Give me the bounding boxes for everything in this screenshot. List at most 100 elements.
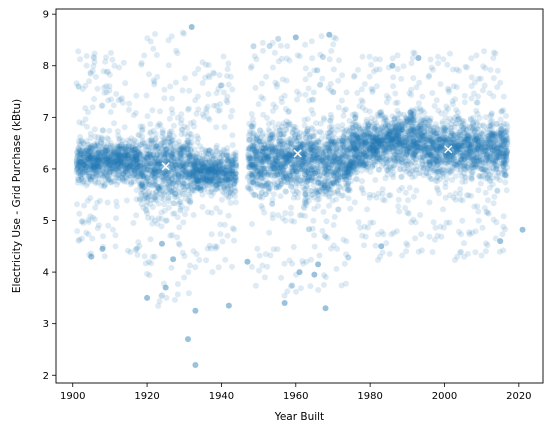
data-point (103, 160, 110, 167)
data-point (98, 134, 105, 141)
data-point (142, 143, 149, 150)
data-point (194, 93, 201, 100)
data-point (225, 212, 232, 219)
data-point (89, 156, 96, 163)
data-point (214, 154, 221, 161)
data-point (123, 175, 130, 182)
data-point (319, 54, 326, 60)
data-point (282, 210, 289, 216)
data-point (116, 156, 123, 163)
data-point (408, 125, 415, 132)
data-point (128, 148, 135, 155)
data-point (119, 137, 126, 144)
data-point (229, 107, 236, 114)
data-point (409, 55, 416, 61)
data-point (90, 159, 96, 166)
data-point (174, 281, 181, 287)
data-point (89, 173, 96, 179)
data-point (278, 99, 285, 105)
data-point (170, 154, 177, 161)
data-point (107, 156, 114, 163)
data-point (151, 79, 158, 85)
data-point (123, 161, 130, 168)
data-point (385, 192, 392, 199)
data-point (341, 260, 348, 267)
data-point (107, 142, 114, 149)
data-point (91, 155, 98, 162)
data-point (274, 171, 281, 178)
data-point (135, 156, 142, 163)
data-point (217, 177, 224, 184)
data-point (89, 170, 96, 177)
data-point (102, 150, 108, 157)
data-point (119, 162, 126, 168)
data-point (349, 121, 356, 128)
data-point (88, 177, 95, 184)
data-point (121, 150, 128, 157)
data-point (99, 127, 106, 134)
data-point (104, 199, 111, 206)
data-point (80, 147, 86, 154)
data-point (115, 169, 122, 176)
data-point (150, 45, 157, 52)
data-point (225, 60, 232, 67)
data-point (80, 139, 86, 146)
data-point (172, 296, 178, 303)
data-point (213, 142, 220, 149)
data-point (126, 161, 133, 168)
data-point (84, 166, 91, 173)
data-point (209, 153, 216, 160)
data-point (330, 41, 337, 48)
data-point (89, 214, 96, 221)
data-point (217, 82, 224, 89)
data-point (83, 62, 90, 69)
data-point (92, 170, 99, 177)
data-point (222, 186, 229, 193)
data-point (94, 157, 101, 164)
data-point (87, 155, 94, 162)
data-point (75, 152, 82, 159)
data-point (77, 151, 84, 158)
data-point (99, 135, 106, 142)
data-point (129, 147, 136, 154)
data-point (84, 141, 91, 148)
data-point (106, 162, 113, 169)
data-point (115, 154, 122, 161)
data-point (170, 200, 177, 207)
data-point (84, 147, 91, 154)
data-point (405, 149, 412, 156)
data-point (116, 152, 123, 159)
data-point (124, 247, 131, 254)
data-point (345, 180, 352, 187)
data-point (289, 161, 296, 168)
data-point (225, 81, 232, 88)
data-point (93, 145, 100, 152)
data-point (263, 73, 270, 80)
data-point (399, 252, 406, 259)
data-point (133, 153, 140, 160)
data-point (88, 154, 94, 161)
data-points (73, 29, 511, 309)
data-point (105, 166, 112, 173)
data-point (86, 144, 93, 151)
data-point (136, 151, 143, 158)
data-point (161, 86, 168, 93)
data-point (135, 148, 142, 155)
data-point (378, 163, 385, 169)
data-point (250, 155, 257, 161)
data-point (119, 170, 126, 177)
data-point (266, 185, 272, 192)
data-point (125, 152, 132, 159)
data-point (277, 42, 284, 49)
data-point (122, 158, 129, 165)
data-point (91, 216, 98, 223)
data-point (125, 143, 132, 150)
data-point (116, 152, 123, 159)
data-point (100, 243, 107, 250)
data-point (265, 180, 272, 187)
data-point (103, 155, 110, 162)
data-point (259, 262, 266, 269)
data-point (266, 43, 273, 49)
data-point (86, 78, 92, 85)
data-point (153, 188, 159, 195)
